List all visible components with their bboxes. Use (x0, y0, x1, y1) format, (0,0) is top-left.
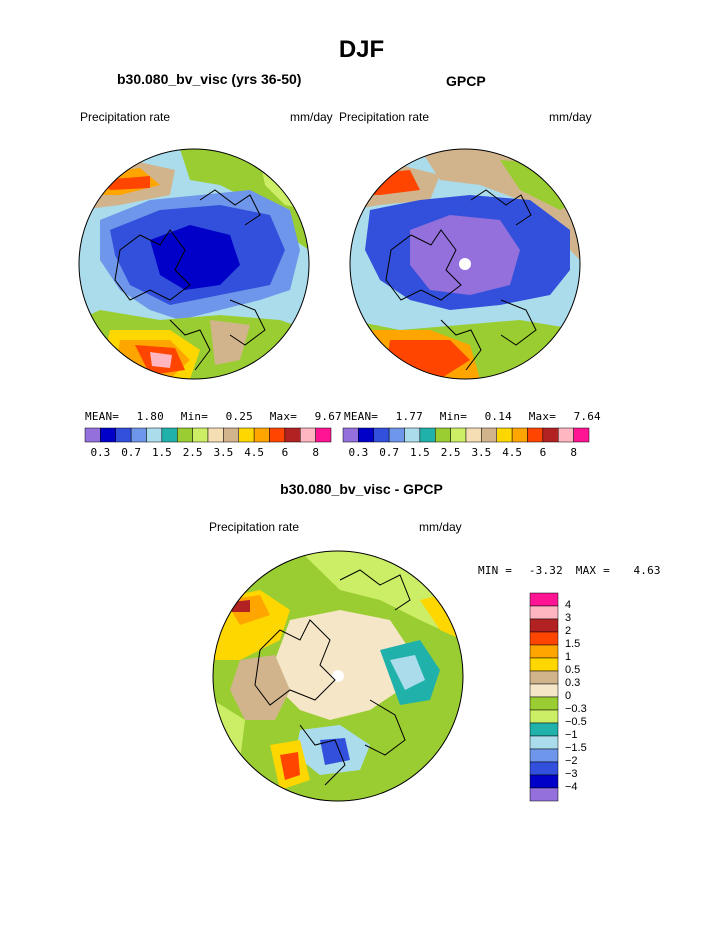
figure-title: DJF (338, 36, 385, 63)
obs-max-value: 7.64 (573, 410, 601, 423)
obs-panel-title: GPCP (446, 73, 486, 89)
model-colorbar-swatch (315, 427, 332, 443)
diff-colorbar-tick-label: −3 (565, 768, 578, 780)
diff-colorbar-tick-label: −4 (565, 781, 578, 793)
diff-colorbar-swatch (529, 683, 559, 698)
diff-colorbar-ticks: 4 3 2 1.5 1 0.5 0.3 0 −0.3 −0.5 −1 −1.5 −2 −3 −4 (565, 593, 625, 801)
model-colorbar-tick-label: 0.3 (90, 446, 111, 459)
obs-colorbar-tick-label: 4.5 (502, 446, 523, 459)
diff-colorbar-tick-label: 3 (565, 612, 572, 624)
model-stats: MEAN= 1.80 Min= 0.25 Max= 9.67 (85, 410, 342, 423)
obs-max-label: Max= (528, 410, 557, 423)
model-variable-label: Precipitation rate (80, 110, 171, 124)
diff-colorbar-tick-label: 1.5 (565, 638, 581, 650)
diff-colorbar-tick-label: −0.3 (565, 703, 587, 715)
diff-colorbar-tick-label: 1 (565, 651, 572, 663)
model-mean-value: 1.80 (136, 410, 164, 423)
model-colorbar-tick-label: 1.5 (151, 446, 172, 459)
diff-colorbar-swatch (529, 670, 559, 685)
model-min-label: Min= (180, 410, 209, 423)
model-mean-label: MEAN= (85, 410, 120, 423)
obs-mean-value: 1.77 (395, 410, 423, 423)
model-min-value: 0.25 (225, 410, 253, 423)
obs-units-label: mm/day (549, 110, 592, 124)
diff-coastlines (254, 569, 411, 786)
diff-colorbar-swatch (529, 631, 559, 646)
obs-coastlines (385, 189, 537, 371)
diff-colorbar-swatch (529, 657, 559, 672)
diff-units-label: mm/day (419, 520, 462, 534)
model-coastlines (114, 189, 266, 371)
diff-colorbar-swatch (529, 774, 559, 789)
diff-colorbar-tick-label: −1.5 (565, 742, 587, 754)
diff-colorbar-swatch (529, 787, 559, 802)
model-colorbar-tick-label: 0.7 (121, 446, 142, 459)
model-colorbar-tick-label: 6 (281, 446, 289, 459)
diff-colorbar-tick-label: 0.3 (565, 677, 581, 689)
obs-colorbar-tick-label: 1.5 (409, 446, 430, 459)
diff-colorbar-tick-label: −1 (565, 729, 578, 741)
diff-colorbar-tick-label: −0.5 (565, 716, 587, 728)
obs-colorbar-tick-label: 0.3 (348, 446, 369, 459)
obs-colorbar-tick-label: 3.5 (471, 446, 492, 459)
obs-min-value: 0.14 (484, 410, 512, 423)
model-max-value: 9.67 (314, 410, 342, 423)
model-max-label: Max= (269, 410, 298, 423)
diff-colorbar-swatch (529, 605, 559, 620)
obs-colorbar-swatch (573, 427, 590, 443)
diff-colorbar-swatch (529, 709, 559, 724)
model-colorbar-tick-label: 4.5 (244, 446, 265, 459)
diff-min-value: -3.32 (528, 564, 563, 577)
model-units-label: mm/day (290, 110, 333, 124)
obs-variable-label: Precipitation rate (339, 110, 430, 124)
diff-colorbar-tick-label: 4 (565, 599, 572, 611)
obs-mean-label: MEAN= (344, 410, 379, 423)
model-colorbar-ticks: 0.3 0.7 1.5 2.5 3.5 4.5 6 8 (85, 446, 331, 460)
diff-colorbar-swatch (529, 735, 559, 750)
obs-colorbar-tick-label: 8 (570, 446, 577, 459)
obs-pole-hole (459, 258, 471, 270)
diff-min-label: MIN = (478, 564, 513, 577)
diff-panel-title: b30.080_bv_visc - GPCP (280, 481, 443, 497)
diff-colorbar-swatch (529, 761, 559, 776)
obs-colorbar-tick-label: 0.7 (379, 446, 400, 459)
diff-colorbar-swatch (529, 644, 559, 659)
diff-max-label: MAX = (575, 564, 610, 577)
obs-colorbar (342, 427, 590, 443)
diff-colorbar-swatch (529, 722, 559, 737)
model-colorbar-tick-label: 2.5 (182, 446, 203, 459)
diff-colorbar-tick-label: −2 (565, 755, 578, 767)
obs-colorbar-ticks: 0.3 0.7 1.5 2.5 3.5 4.5 6 8 (343, 446, 589, 460)
model-colorbar-tick-label: 8 (312, 446, 319, 459)
model-colorbar (84, 427, 332, 443)
model-panel-title: b30.080_bv_visc (yrs 36-50) (117, 71, 302, 87)
obs-min-label: Min= (439, 410, 468, 423)
diff-max-value: 4.63 (633, 564, 661, 577)
obs-colorbar-tick-label: 6 (539, 446, 547, 459)
diff-colorbar-swatch (529, 618, 559, 633)
diff-colorbar-swatch (529, 748, 559, 763)
diff-colorbar-tick-label: 0 (565, 690, 572, 702)
diff-colorbar-tick-label: 0.5 (565, 664, 581, 676)
diff-variable-label: Precipitation rate (209, 520, 300, 534)
diff-colorbar (529, 592, 559, 802)
obs-stats: MEAN= 1.77 Min= 0.14 Max= 7.64 (344, 410, 601, 423)
diff-stats: MIN = -3.32 MAX = 4.63 (478, 564, 661, 577)
diff-colorbar-tick-label: 2 (565, 625, 572, 637)
diff-pole-hole (332, 670, 344, 682)
diff-colorbar-swatch (529, 696, 559, 711)
model-colorbar-tick-label: 3.5 (213, 446, 234, 459)
obs-colorbar-tick-label: 2.5 (440, 446, 461, 459)
diff-colorbar-swatch (529, 592, 559, 607)
